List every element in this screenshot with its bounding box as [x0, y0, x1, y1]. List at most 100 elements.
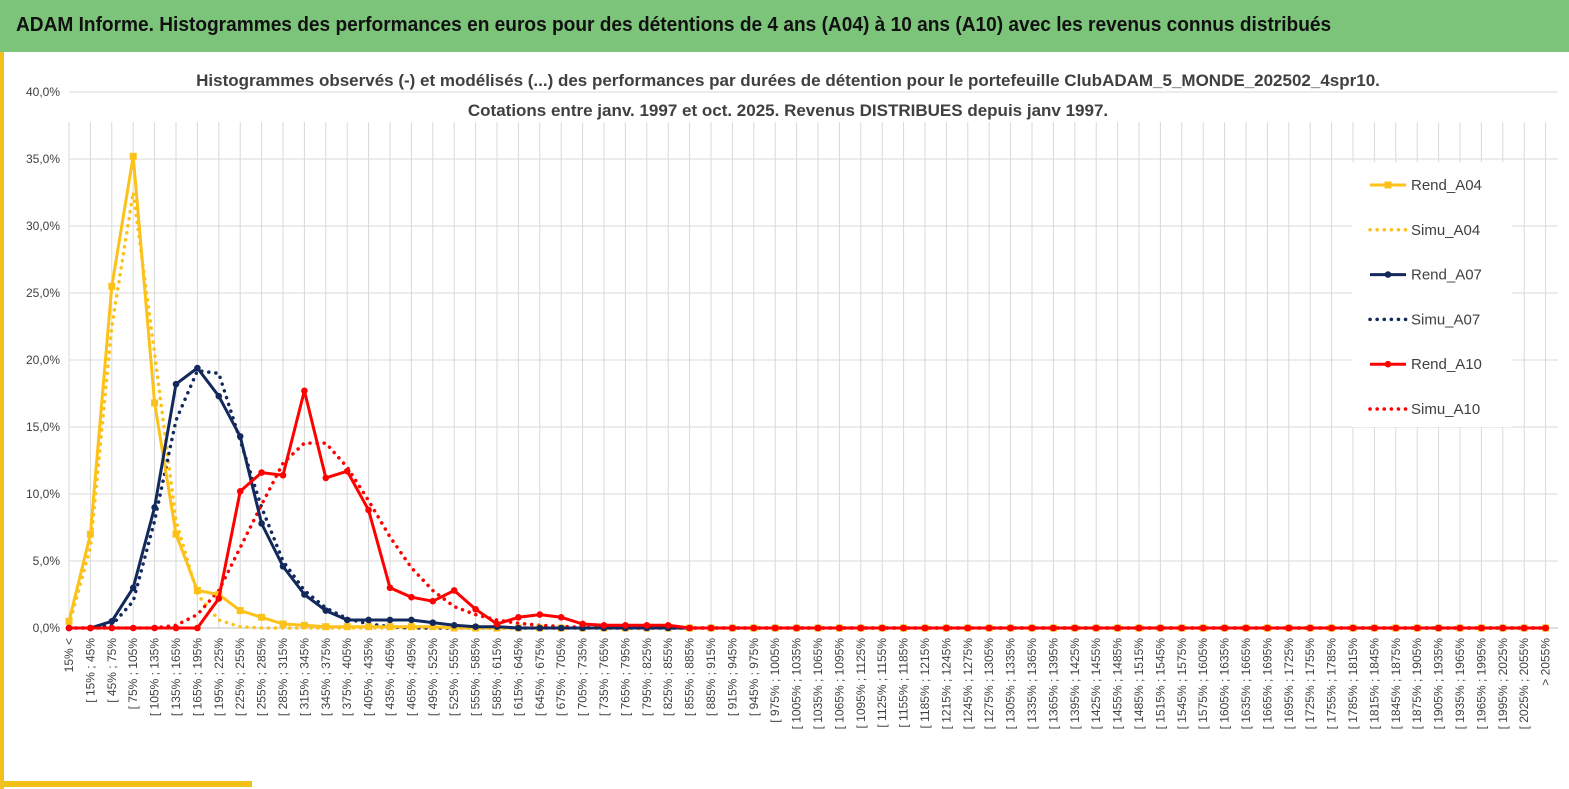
x-tick-label: [ 1065% ; 1095%	[832, 638, 846, 730]
y-tick-label: 35,0%	[26, 152, 60, 166]
y-tick-label: 40,0%	[26, 85, 60, 99]
x-tick-label: [ 1305% ; 1335%	[1004, 638, 1018, 730]
x-tick-label: [ 885% ; 915%	[704, 638, 718, 716]
series-line-Simu_A04	[67, 190, 1548, 630]
data-point	[536, 611, 544, 618]
data-point	[236, 488, 244, 495]
x-tick-label: [ 1665% ; 1695%	[1260, 638, 1274, 730]
data-point	[472, 623, 479, 630]
data-point	[129, 624, 137, 632]
data-point	[707, 624, 715, 632]
x-tick-label: [ 825% ; 855%	[661, 638, 675, 716]
legend-item-Rend_A10: Rend_A10	[1370, 356, 1482, 373]
data-point	[300, 621, 308, 629]
data-point	[793, 624, 800, 632]
data-point	[1178, 624, 1186, 632]
x-tick-label: [ 975% ; 1005%	[768, 638, 782, 723]
y-tick-label: 25,0%	[26, 286, 60, 300]
x-tick-label: [ 1575% ; 1605%	[1196, 638, 1210, 730]
x-tick-label: [ 1395% ; 1425%	[1068, 638, 1082, 730]
x-tick-label: [ 1215% ; 1245%	[939, 638, 953, 730]
x-tick-label: [ 1725% ; 1755%	[1303, 638, 1317, 730]
x-tick-label: [ 1815% ; 1845%	[1367, 638, 1381, 730]
y-tick-label: 15,0%	[26, 420, 60, 434]
data-point	[1242, 624, 1250, 632]
data-point	[515, 624, 522, 632]
y-tick-label: 0,0%	[33, 621, 61, 635]
data-point	[172, 380, 180, 388]
data-point	[408, 616, 415, 624]
data-point	[1371, 624, 1378, 632]
data-point	[322, 623, 330, 631]
x-tick-label: [ 1875% ; 1905%	[1410, 638, 1424, 730]
x-tick-label: [ 1845% ; 1875%	[1389, 638, 1403, 730]
x-tick-label: 15% <	[62, 638, 76, 672]
x-tick-label: [ 315% ; 345%	[297, 638, 311, 716]
data-point	[814, 624, 822, 632]
data-point	[429, 623, 437, 631]
data-point	[193, 586, 201, 594]
x-tick-label: [ 1455% ; 1485%	[1111, 638, 1125, 730]
x-tick-label: [ 375% ; 405%	[340, 638, 354, 716]
data-point	[579, 620, 586, 628]
data-point	[1349, 624, 1357, 632]
series-Rend_A10	[65, 387, 1549, 632]
data-point	[429, 619, 437, 626]
data-point	[386, 584, 394, 592]
x-tick-label: [ 465% ; 495%	[404, 638, 418, 716]
data-point	[108, 624, 116, 632]
chart-title-line-1: Histogrammes observés (-) et modélisés (…	[196, 71, 1380, 90]
x-tick-label: [ 1755% ; 1785%	[1325, 638, 1339, 730]
data-point	[836, 624, 843, 632]
data-point	[194, 364, 201, 372]
report-title: ADAM Informe. Histogrammes des performan…	[16, 14, 1332, 36]
x-tick-label: [ 1245% ; 1275%	[961, 638, 975, 730]
data-point	[194, 624, 201, 632]
x-tick-label: [ 285% ; 315%	[276, 638, 290, 716]
data-point	[343, 467, 351, 475]
data-point	[1542, 624, 1549, 632]
x-tick-label: [ 1425% ; 1455%	[1089, 638, 1103, 730]
data-point	[1135, 624, 1143, 632]
data-point	[343, 616, 351, 624]
x-tick-label: [ 1485% ; 1515%	[1132, 638, 1146, 730]
data-point	[386, 623, 394, 631]
x-tick-label: [ 1095% ; 1125%	[854, 638, 868, 729]
data-point	[129, 584, 137, 592]
data-point	[921, 624, 929, 632]
series-Simu_A07	[67, 368, 1548, 630]
data-point	[108, 618, 116, 625]
x-tick-label: [ 765% ; 795%	[618, 638, 632, 716]
data-point	[985, 624, 993, 632]
accent-bar-left	[0, 52, 4, 789]
legend-label: Simu_A10	[1411, 401, 1480, 418]
x-tick-label: [ 735% ; 765%	[597, 638, 611, 716]
x-tick-label: [ 135% ; 165%	[169, 638, 183, 716]
data-point	[258, 613, 266, 621]
data-point	[108, 282, 116, 290]
data-point	[215, 392, 223, 400]
x-tick-label: [ 1905% ; 1935%	[1432, 638, 1446, 730]
x-tick-label: [ 1635% ; 1665%	[1239, 638, 1253, 730]
x-tick-label: [ 1155% ; 1185%	[897, 638, 911, 728]
x-tick-label: [ 1515% ; 1545%	[1153, 638, 1167, 730]
data-point	[1435, 624, 1442, 632]
data-point	[215, 595, 223, 602]
data-point	[236, 607, 244, 615]
x-tick-label: [ 1545% ; 1575%	[1175, 638, 1189, 730]
data-point	[429, 597, 437, 605]
data-point	[279, 471, 287, 479]
x-tick-label: [ 705% ; 735%	[576, 638, 590, 716]
series-line-Rend_A04	[67, 154, 1546, 630]
legend-label: Rend_A10	[1411, 356, 1482, 373]
data-point	[472, 605, 479, 613]
data-point	[301, 387, 308, 395]
data-point	[343, 623, 351, 631]
legend-item-Simu_A07: Simu_A07	[1368, 311, 1480, 328]
data-point	[943, 624, 950, 632]
data-point	[1199, 624, 1207, 632]
performance-histogram-chart: Histogrammes observés (-) et modélisés (…	[26, 71, 1558, 730]
data-point	[878, 624, 886, 632]
x-tick-label: [ 1965% ; 1995%	[1474, 638, 1488, 730]
data-point	[1264, 624, 1271, 632]
